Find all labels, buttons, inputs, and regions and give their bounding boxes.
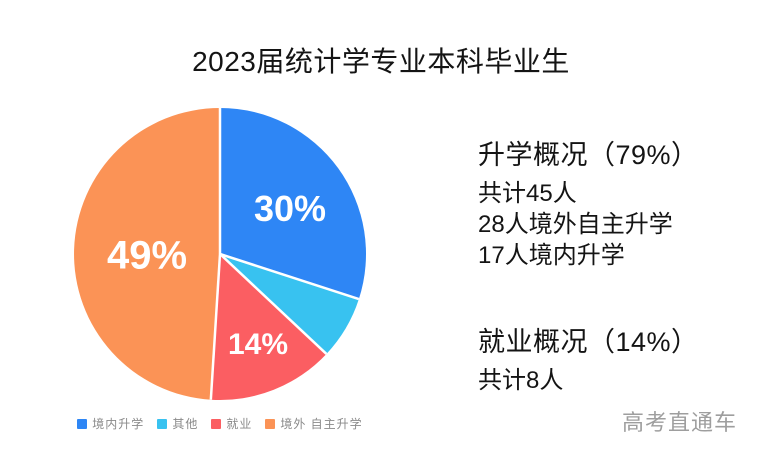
annotation-employment-heading: 就业概况（14%） — [478, 327, 699, 357]
legend-swatch-other — [157, 418, 168, 429]
legend-item-other: 其他 — [157, 415, 198, 432]
annotation-enrollment-line: 28人境外自主升学 — [478, 211, 673, 238]
pie-chart: 30% 14% 49% — [72, 106, 368, 402]
pie-slice-label-employment: 14% — [227, 328, 289, 361]
annotation-enrollment-line: 17人境内升学 — [478, 242, 625, 269]
legend-swatch-employment — [211, 418, 222, 429]
pie-slice-境内升学 — [220, 108, 366, 300]
pie-slice-其他 — [220, 254, 359, 354]
pie-slice-境外自主升学 — [74, 108, 221, 400]
watermark: 高考直通车 — [622, 410, 738, 435]
annotation-enrollment: 升学概况（79%） 共计45人 28人境外自主升学 17人境内升学 — [478, 140, 699, 271]
legend-label: 其他 — [172, 417, 199, 431]
legend-label: 境外 自主升学 — [280, 417, 363, 431]
legend-item-overseas: 境外 自主升学 — [265, 415, 362, 432]
pie-slice-divider — [209, 253, 222, 400]
legend-item-employment: 就业 — [211, 415, 252, 432]
pie-slice-label-overseas: 49% — [106, 233, 188, 278]
chart-title: 2023届统计学专业本科毕业生 — [192, 46, 570, 77]
pie-slice-divider — [219, 252, 360, 301]
legend-swatch-overseas — [265, 418, 276, 429]
pie-svg — [74, 108, 366, 400]
annotation-employment-line: 共计8人 — [478, 367, 564, 394]
annotation-enrollment-heading: 升学概况（79%） — [478, 140, 699, 170]
legend-swatch-domestic — [77, 418, 88, 429]
annotation-employment: 就业概况（14%） 共计8人 — [478, 327, 699, 396]
pie-slice-divider — [219, 253, 328, 355]
legend-label: 境内升学 — [92, 417, 145, 431]
legend-label: 就业 — [226, 417, 253, 431]
annotation-enrollment-line: 共计45人 — [478, 180, 577, 207]
pie-slice-就业 — [210, 254, 327, 400]
chart-legend: 境内升学 其他 就业 境外 自主升学 — [72, 415, 368, 432]
pie-slice-label-domestic: 30% — [253, 188, 327, 229]
legend-item-domestic: 境内升学 — [77, 415, 144, 432]
